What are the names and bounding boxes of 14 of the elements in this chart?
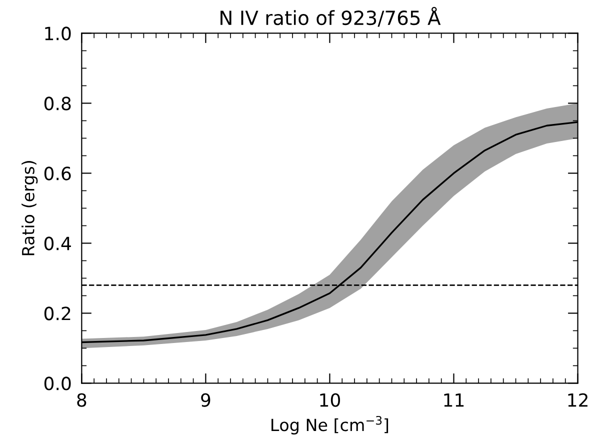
y-tick-label: 0.6 [44,166,71,180]
y-axis-title: Ratio (ergs) [22,161,38,256]
y-tick-label: 0.2 [44,306,70,320]
x-tick-label: 9 [201,393,210,407]
y-tick-label: 0.4 [44,236,71,250]
y-tick-label: 0.0 [44,376,71,390]
x-tick-label: 11 [444,393,464,407]
x-tick-label: 8 [77,393,86,407]
x-axis-title: Log Ne [cm$^{−3}$] [272,416,388,434]
x-tick-label: 12 [568,393,588,407]
y-tick-label: 0.8 [44,96,71,110]
chart-title: N IV ratio of 923/765 Å [220,6,441,27]
x-tick-label: 10 [320,393,340,407]
y-tick-label: 1.0 [45,26,71,40]
